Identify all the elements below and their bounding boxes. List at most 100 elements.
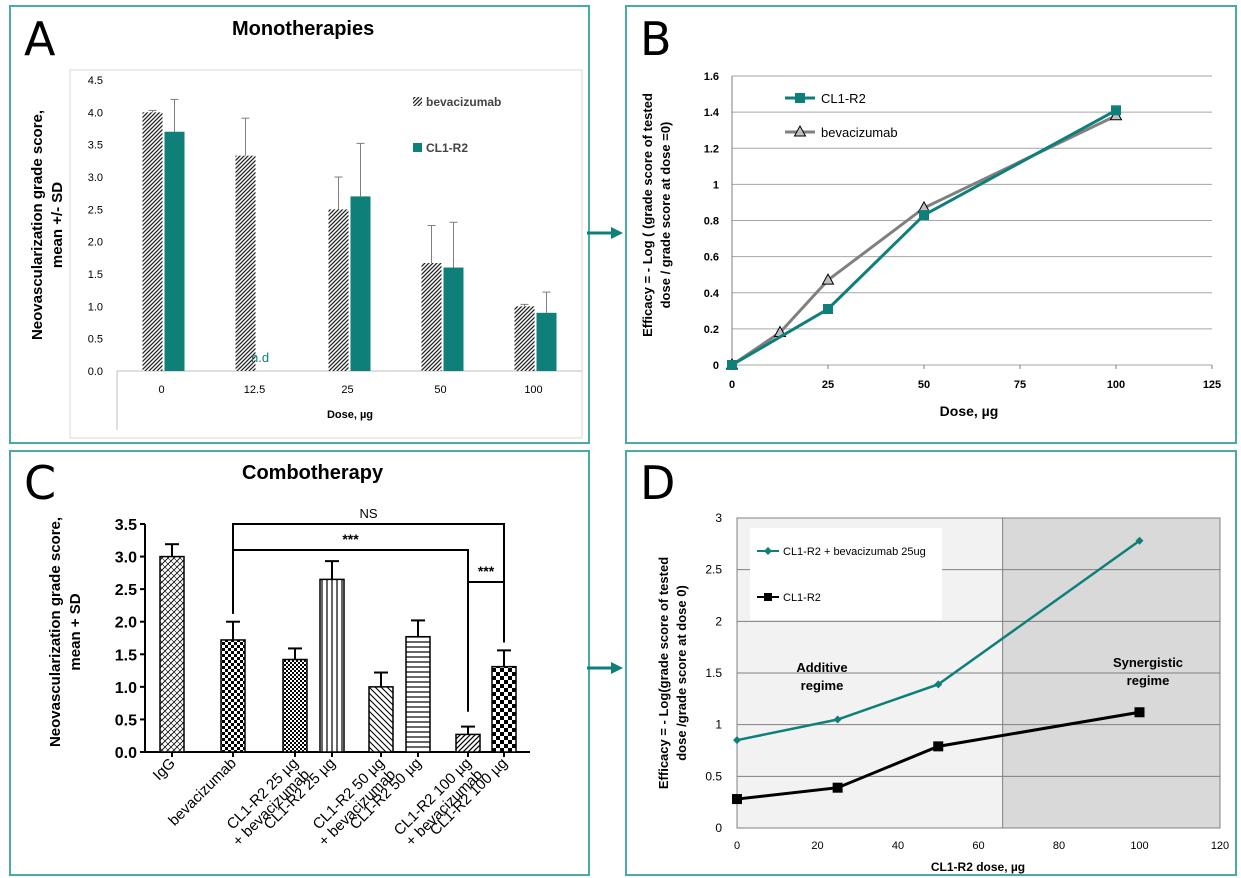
- x-tick-label: 40: [892, 840, 904, 852]
- y-tick-label: 0: [713, 360, 719, 372]
- legend-swatch-bevacizumab: [413, 97, 422, 106]
- y-tick-label: 3: [715, 511, 722, 525]
- y-tick-label: 0.5: [88, 334, 103, 346]
- legend-label-bevacizumab: bevacizumab: [426, 95, 501, 109]
- region-label: Additive regime: [796, 660, 847, 693]
- bar-bevacizumab: [328, 209, 349, 371]
- bar-cl1-r2: [350, 196, 371, 371]
- y-tick-label: 2.5: [115, 582, 137, 599]
- series-cl1-r2-line: [731, 109, 1117, 367]
- bar-cl1-r2: [164, 131, 185, 371]
- x-tick-label: 0: [734, 840, 740, 852]
- panel-c-title: Combotherapy: [242, 462, 384, 484]
- y-tick-label: 1.2: [704, 143, 719, 155]
- bar: [319, 578, 345, 753]
- x-tick-label: 0: [158, 384, 164, 396]
- y-tick-label: 0.5: [115, 712, 137, 729]
- y-tick-label: 3.5: [88, 140, 103, 152]
- y-tick-label: 2.5: [705, 563, 722, 577]
- y-tick-label: 0.5: [705, 769, 722, 783]
- legend-marker-cl1-r2: [764, 593, 772, 601]
- bar-bevacizumab: [142, 112, 163, 371]
- legend-label-bevacizumab: bevacizumab: [821, 125, 898, 140]
- series-cl1-r2-point: [1111, 105, 1121, 116]
- y-tick-label: 4.5: [88, 75, 103, 87]
- x-axis-title: Dose, µg: [940, 403, 999, 419]
- bar-cl1-r2: [536, 312, 557, 371]
- x-axis-title: Dose, µg: [327, 409, 373, 421]
- y-tick-label: 1.0: [88, 301, 103, 313]
- legend-label-cl1-r2: CL1-R2: [821, 91, 866, 106]
- significance-label: ***: [478, 563, 495, 579]
- legend-label-cl1-r2: CL1-R2: [426, 141, 468, 155]
- legend-marker-combo: [764, 547, 772, 555]
- legend-marker-bevacizumab: [793, 124, 807, 137]
- series-combo-point: [733, 736, 741, 745]
- y-tick-label: 1.4: [704, 107, 720, 119]
- panel-d-label: D: [640, 456, 676, 510]
- series-cl1-r2-point: [832, 782, 843, 793]
- x-tick-label: 120: [1211, 840, 1229, 852]
- legend-swatch-cl1-r2: [413, 143, 422, 152]
- y-axis-title: Efficacy = - Log(grade score of tested do…: [656, 557, 689, 789]
- y-tick-label: 0.2: [704, 324, 719, 336]
- x-tick-label: 125: [1203, 379, 1221, 391]
- y-axis-title: Efficacy = - Log ( (grade score of teste…: [640, 93, 673, 337]
- bar-bevacizumab: [235, 155, 256, 371]
- legend-label-combo: CL1-R2 + bevacizumab 25ug: [783, 546, 926, 558]
- y-tick-label: 4.0: [88, 107, 103, 119]
- y-tick-label: 1: [713, 179, 719, 191]
- y-tick-label: 3.0: [115, 550, 137, 567]
- x-tick-label: 75: [1014, 379, 1026, 391]
- panel-a-title: Monotherapies: [232, 18, 375, 40]
- series-cl1-r2-point: [1134, 707, 1145, 718]
- x-tick-label: 12.5: [244, 384, 265, 396]
- y-tick-label: 2.5: [88, 204, 103, 216]
- series-combo-point: [934, 680, 943, 689]
- bar-bevacizumab: [514, 306, 535, 371]
- y-tick-label: 1.6: [704, 71, 719, 83]
- y-tick-label: 0.8: [704, 216, 719, 228]
- x-tick-label: 0: [729, 379, 735, 391]
- y-tick-label: 0.0: [115, 745, 137, 762]
- significance-label: ***: [342, 531, 359, 547]
- y-tick-label: 0: [715, 821, 722, 835]
- y-tick-label: 3.5: [115, 517, 137, 534]
- x-tick-label: 80: [1053, 840, 1065, 852]
- x-tick-label: 100: [524, 384, 542, 396]
- panel-c-label: C: [24, 456, 57, 510]
- series-combo-point: [1135, 536, 1144, 545]
- y-tick-label: 1.5: [705, 666, 722, 680]
- series-cl1-r2-line: [736, 710, 1140, 801]
- y-tick-label: 3.0: [88, 172, 103, 184]
- x-tick-label: 20: [811, 840, 823, 852]
- x-tick-label: 25: [822, 379, 834, 391]
- series-cl1-r2-point: [727, 360, 737, 370]
- annotation-nd: n.d: [251, 350, 269, 365]
- x-tick-label: 25: [341, 384, 353, 396]
- region-label: Synergistic regime: [1113, 655, 1183, 688]
- bar: [282, 658, 308, 753]
- arrow-c-to-d: [587, 662, 623, 674]
- x-axis-title: CL1-R2 dose, µg: [931, 860, 1025, 874]
- y-tick-label: 1: [715, 718, 722, 732]
- legend-label-cl1-r2: CL1-R2: [783, 592, 821, 604]
- series-cl1-r2-point: [919, 210, 929, 221]
- y-tick-label: 0.0: [88, 366, 103, 378]
- bar-cl1-r2: [443, 267, 464, 371]
- bar-bevacizumab: [421, 263, 442, 371]
- y-tick-label: 1.5: [115, 647, 137, 664]
- y-tick-label: 0.4: [704, 288, 720, 300]
- y-axis-title: Neovascularization grade score, mean + SD: [47, 517, 84, 747]
- x-tick-label: 100: [1130, 840, 1148, 852]
- y-tick-label: 2.0: [88, 237, 103, 249]
- series-combo-point: [833, 715, 842, 724]
- series-bevacizumab-point: [821, 273, 835, 285]
- significance-label: NS: [359, 506, 377, 521]
- arrow-a-to-b: [587, 227, 623, 239]
- x-tick-label: 60: [972, 840, 984, 852]
- plot-frame: [736, 517, 1221, 829]
- series-cl1-r2-point: [732, 794, 742, 805]
